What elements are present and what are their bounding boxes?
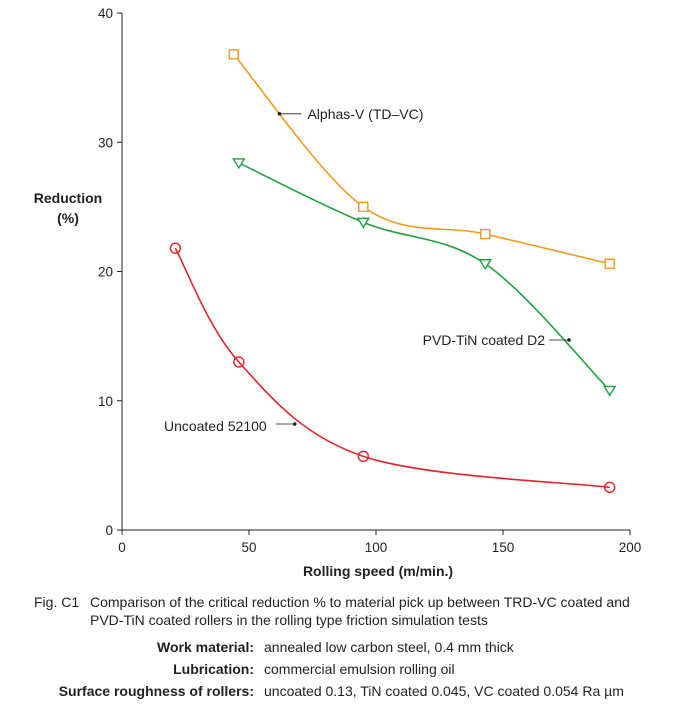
spec-label: Work material: <box>157 639 254 655</box>
series-line <box>233 53 610 265</box>
series-annotations: Alphas-V (TD–VC) PVD-TiN coated D2 Uncoate… <box>164 106 571 434</box>
y-tick-label: 30 <box>98 135 113 150</box>
circle-marker <box>169 242 182 254</box>
chart: 0 10 20 30 40 0 50 100 150 200 Rolling speed (m/mi… <box>34 6 641 579</box>
series-label: Alphas-V (TD–VC) <box>307 106 423 122</box>
annotation-dot <box>292 422 297 426</box>
spec-value: uncoated 0.13, TiN coated 0.045, VC coat… <box>264 683 624 699</box>
spec-label: Lubrication: <box>173 661 254 677</box>
spec-row-lubrication: Lubrication: commercial emulsion rolling… <box>0 661 675 681</box>
figure-number: Fig. C1 <box>34 594 80 610</box>
figure-caption-text: Comparison of the critical reduction % t… <box>90 594 630 628</box>
spec-row-work-material: Work material: annealed low carbon steel… <box>0 639 675 659</box>
square-marker <box>480 228 491 240</box>
y-tick-label: 40 <box>98 6 113 21</box>
x-tick-label: 200 <box>619 540 642 555</box>
spec-value: commercial emulsion rolling oil <box>264 661 455 677</box>
spec-value: annealed low carbon steel, 0.4 mm thick <box>264 639 514 655</box>
x-tick-label: 100 <box>365 540 388 555</box>
square-marker <box>228 49 239 60</box>
series-line <box>238 162 611 391</box>
triangle-marker <box>478 259 492 271</box>
x-tick-label: 0 <box>118 540 126 555</box>
x-tick-label: 150 <box>492 540 515 555</box>
series-line <box>174 247 610 489</box>
circle-marker <box>603 481 616 494</box>
axes: 0 10 20 30 40 0 50 100 150 200 Rolling speed (m/mi… <box>34 6 641 579</box>
series-label: PVD-TiN coated D2 <box>423 332 546 348</box>
circle-marker <box>357 450 369 463</box>
square-marker <box>604 258 615 269</box>
y-tick-label: 0 <box>105 523 113 538</box>
square-marker <box>358 201 369 213</box>
y-tick-label: 20 <box>98 265 113 280</box>
y-tick-label: 10 <box>98 394 113 409</box>
series-label: Uncoated 52100 <box>164 418 267 434</box>
spec-row-surface-roughness: Surface roughness of rollers: uncoated 0… <box>0 683 675 703</box>
x-tick-label: 50 <box>241 540 256 555</box>
triangle-marker <box>356 217 371 229</box>
circle-marker <box>233 356 245 368</box>
spec-label: Surface roughness of rollers: <box>58 683 254 699</box>
triangle-marker <box>232 158 246 170</box>
data-markers <box>169 49 617 494</box>
y-axis-title: (%) <box>57 210 79 226</box>
x-axis-title: Rolling speed (m/min.) <box>303 563 453 579</box>
y-axis-title: Reduction <box>34 190 102 206</box>
series-lines <box>174 53 611 489</box>
triangle-marker <box>602 385 617 397</box>
